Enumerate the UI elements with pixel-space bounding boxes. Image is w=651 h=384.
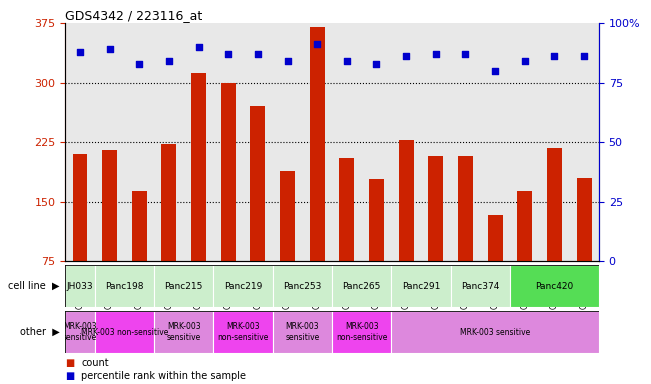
Text: MRK-003
sensitive: MRK-003 sensitive	[285, 323, 320, 342]
Bar	[251, 106, 266, 261]
Bar	[214, 265, 273, 307]
Text: Panc374: Panc374	[461, 281, 499, 291]
Point	[401, 53, 411, 60]
Point	[193, 44, 204, 50]
Bar	[369, 179, 384, 261]
Text: ■: ■	[65, 371, 74, 381]
Text: other  ▶: other ▶	[20, 327, 60, 337]
Text: count: count	[81, 358, 109, 368]
Point	[430, 51, 441, 57]
Text: Panc291: Panc291	[402, 281, 440, 291]
Bar	[273, 311, 332, 353]
Text: Panc198: Panc198	[105, 281, 144, 291]
Text: Panc265: Panc265	[342, 281, 381, 291]
Text: MRK-003
sensitive: MRK-003 sensitive	[167, 323, 201, 342]
Text: percentile rank within the sample: percentile rank within the sample	[81, 371, 246, 381]
Point	[253, 51, 263, 57]
Text: MRK-003 non-sensitive: MRK-003 non-sensitive	[81, 328, 168, 337]
Text: Panc253: Panc253	[283, 281, 322, 291]
Point	[312, 41, 322, 48]
Point	[342, 58, 352, 64]
Point	[223, 51, 234, 57]
Bar	[450, 265, 510, 307]
Text: Panc420: Panc420	[535, 281, 574, 291]
Text: cell line  ▶: cell line ▶	[8, 281, 60, 291]
Bar	[214, 311, 273, 353]
Bar	[577, 178, 592, 261]
Point	[104, 46, 115, 52]
Bar	[273, 265, 332, 307]
Bar	[391, 311, 599, 353]
Bar	[339, 158, 354, 261]
Bar	[191, 73, 206, 261]
Bar	[458, 156, 473, 261]
Bar	[154, 265, 214, 307]
Text: Panc219: Panc219	[224, 281, 262, 291]
Point	[490, 68, 501, 74]
Point	[519, 58, 530, 64]
Bar	[391, 265, 450, 307]
Bar	[95, 311, 154, 353]
Point	[549, 53, 560, 60]
Point	[134, 60, 145, 66]
Text: MRK-003
non-sensitive: MRK-003 non-sensitive	[217, 323, 269, 342]
Bar	[547, 147, 562, 261]
Point	[371, 60, 381, 66]
Text: MRK-003
non-sensitive: MRK-003 non-sensitive	[336, 323, 387, 342]
Bar	[72, 154, 87, 261]
Text: MRK-003 sensitive: MRK-003 sensitive	[460, 328, 531, 337]
Bar	[102, 150, 117, 261]
Bar	[65, 265, 95, 307]
Bar	[154, 311, 214, 353]
Point	[163, 58, 174, 64]
Bar	[332, 311, 391, 353]
Bar	[280, 171, 295, 261]
Point	[283, 58, 293, 64]
Text: JH033: JH033	[66, 281, 93, 291]
Text: Panc215: Panc215	[165, 281, 203, 291]
Point	[75, 48, 85, 55]
Point	[460, 51, 471, 57]
Bar	[428, 156, 443, 261]
Bar	[161, 144, 176, 261]
Text: MRK-003
sensitive: MRK-003 sensitive	[62, 323, 97, 342]
Text: GDS4342 / 223116_at: GDS4342 / 223116_at	[65, 9, 202, 22]
Bar	[510, 265, 599, 307]
Bar	[221, 83, 236, 261]
Bar	[65, 311, 95, 353]
Bar	[332, 265, 391, 307]
Bar	[518, 191, 533, 261]
Bar	[95, 265, 154, 307]
Bar	[132, 191, 146, 261]
Bar	[398, 140, 413, 261]
Bar	[310, 27, 325, 261]
Bar	[488, 215, 503, 261]
Point	[579, 53, 589, 60]
Text: ■: ■	[65, 358, 74, 368]
